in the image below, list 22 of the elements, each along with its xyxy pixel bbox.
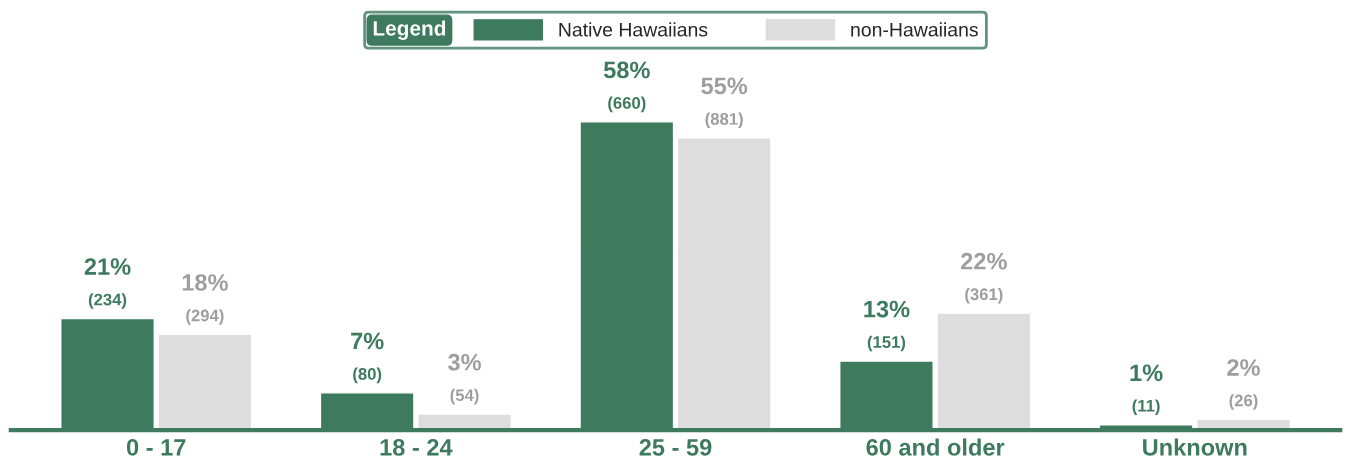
data-label: 58% (660) bbox=[603, 61, 650, 113]
x-tick-label: 25 - 59 bbox=[639, 439, 712, 456]
x-tick-label: Unknown bbox=[1143, 438, 1247, 456]
data-label: 13% (151) bbox=[864, 300, 910, 352]
data-label: 18% (294) bbox=[182, 274, 228, 325]
bar bbox=[676, 137, 772, 431]
x-tick-label: 0 - 17 bbox=[126, 439, 186, 456]
bar bbox=[417, 413, 512, 431]
data-label: 22% (361) bbox=[961, 252, 1007, 304]
legend-label: non-Hawaiians bbox=[851, 22, 978, 37]
data-label: 55% (881) bbox=[701, 77, 748, 129]
legend-title: Legend bbox=[373, 20, 446, 40]
bar bbox=[936, 312, 1032, 431]
data-label: 7% (80) bbox=[351, 332, 384, 384]
data-label: 3% (54) bbox=[448, 353, 481, 405]
data-label: 1% (11) bbox=[1130, 364, 1163, 416]
x-tick-label: 18 - 24 bbox=[380, 439, 453, 456]
legend-label: Native Hawaiians bbox=[559, 22, 708, 37]
data-label: 2% (26) bbox=[1227, 359, 1260, 410]
x-tick-label: 60 and older bbox=[866, 438, 1005, 456]
data-label: 21% (234) bbox=[84, 258, 131, 309]
bar bbox=[157, 333, 253, 431]
